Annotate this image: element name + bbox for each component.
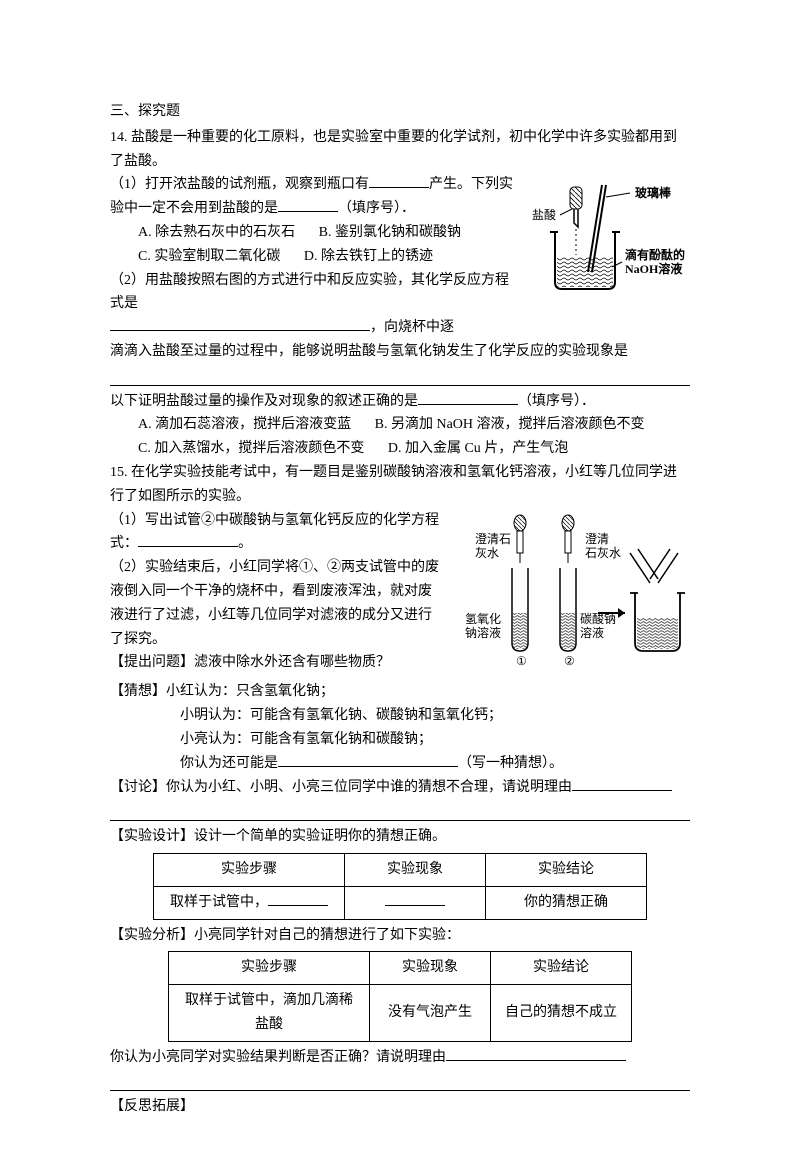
table-row: 实验步骤 实验现象 实验结论 <box>169 952 632 985</box>
analysis-table: 实验步骤 实验现象 实验结论 取样于试管中，滴加几滴稀盐酸 没有气泡产生 自己的… <box>168 951 632 1041</box>
table-row: 取样于试管中， 你的猜想正确 <box>154 886 647 919</box>
th-phen: 实验现象 <box>370 952 491 985</box>
blank <box>268 891 328 906</box>
q15-analysis-title: 【实验分析】小亮同学针对自己的猜想进行了如下实验： <box>110 924 690 948</box>
th-step: 实验步骤 <box>169 952 370 985</box>
guess-1: 小红认为：只含氢氧化钠； <box>166 684 334 699</box>
discuss-title: 【讨论】 <box>110 780 166 795</box>
text: （填序号）． <box>518 394 595 409</box>
blank <box>110 316 370 331</box>
guess-title: 【猜想】 <box>110 684 166 699</box>
question-14: 14. 盐酸是一种重要的化工原料，也是实验室中重要的化学试剂，初中化学中许多实验… <box>110 126 690 461</box>
text: 你认为小亮同学对实验结果判断是否正确？请说明理由 <box>110 1050 446 1065</box>
text: ，向烧杯中逐 <box>370 320 454 335</box>
guess-4a: 你认为还可能是 <box>180 756 278 771</box>
text: 取样于试管中， <box>170 895 268 910</box>
th-step: 实验步骤 <box>154 853 345 886</box>
blank-line <box>110 1074 690 1092</box>
dia-label-rod: 玻璃棒 <box>635 185 672 200</box>
blank-line <box>110 368 690 386</box>
dia-l3b: 钠溶液 <box>465 625 501 640</box>
q15-judge: 你认为小亮同学对实验结果判断是否正确？请说明理由 <box>110 1046 690 1070</box>
dia-label-phen: 滴有酚酞的 <box>625 247 685 262</box>
text: （1）打开浓盐酸的试剂瓶，观察到瓶口有 <box>110 177 369 192</box>
dia-n2: ② <box>564 654 575 668</box>
q15-discuss: 【讨论】你认为小红、小明、小亮三位同学中谁的猜想不合理，请说明理由 <box>110 776 690 800</box>
dia-l4b: 溶液 <box>580 625 604 640</box>
text: 以下证明盐酸过量的操作及对现象的叙述正确的是 <box>110 394 418 409</box>
guess-4b: （写一种猜想）。 <box>458 756 563 771</box>
q14-stem: 14. 盐酸是一种重要的化工原料，也是实验室中重要的化学试剂，初中化学中许多实验… <box>110 126 690 174</box>
q14-p4: 以下证明盐酸过量的操作及对现象的叙述正确的是 （填序号）． <box>110 390 690 414</box>
option-d: D. 除去铁钉上的锈迹 <box>304 245 433 269</box>
th-phen: 实验现象 <box>345 853 486 886</box>
blank <box>138 532 238 547</box>
design-table: 实验步骤 实验现象 实验结论 取样于试管中， 你的猜想正确 <box>153 853 647 920</box>
table-row: 实验步骤 实验现象 实验结论 <box>154 853 647 886</box>
td-step: 取样于试管中，滴加几滴稀盐酸 <box>169 985 370 1042</box>
blank <box>369 173 429 188</box>
blank <box>572 776 672 791</box>
blank-line <box>110 803 690 821</box>
td-phen <box>345 886 486 919</box>
guess-3: 小亮认为：可能含有氢氧化钠和碳酸钠； <box>180 732 432 747</box>
th-concl: 实验结论 <box>486 853 647 886</box>
question-15: 15. 在化学实验技能考试中，有一题目是鉴别碳酸钠溶液和氢氧化钙溶液，小红等几位… <box>110 461 690 1119</box>
td-concl: 自己的猜想不成立 <box>491 985 632 1042</box>
dia-n1: ① <box>516 654 527 668</box>
dia-label-acid: 盐酸 <box>532 207 556 222</box>
blank <box>446 1046 626 1061</box>
dia-label-naoh: NaOH溶液 <box>625 261 682 276</box>
option-b: B. 鉴别氯化钠和碳酸钠 <box>319 221 461 245</box>
blank <box>278 197 338 212</box>
dia-l1b: 灰水 <box>475 546 499 560</box>
q15-diagram: 澄清石 灰水 澄清 石灰水 氢氧化 钠溶液 碳酸钠 溶液 ① ② <box>450 513 690 677</box>
td-phen: 没有气泡产生 <box>370 985 491 1042</box>
text: （填序号）． <box>338 201 415 216</box>
q15-stem: 15. 在化学实验技能考试中，有一题目是鉴别碳酸钠溶液和氢氧化钙溶液，小红等几位… <box>110 461 690 509</box>
dia-l4a: 碳酸钠 <box>580 611 616 626</box>
guess-2: 小明认为：可能含有氢氧化钠、碳酸钠和氢氧化钙； <box>180 708 502 723</box>
blank <box>418 390 518 405</box>
text: 。 <box>238 536 252 551</box>
text: 你认为小红、小明、小亮三位同学中谁的猜想不合理，请说明理由 <box>166 780 572 795</box>
q15-reflect-title: 【反思拓展】 <box>110 1095 690 1119</box>
dia-l2b: 石灰水 <box>585 546 621 560</box>
dia-l3a: 氢氧化 <box>465 611 501 626</box>
q15-design-title: 【实验设计】设计一个简单的实验证明你的猜想正确。 <box>110 825 690 849</box>
q15-guesses: 【猜想】小红认为：只含氢氧化钠； 小明认为：可能含有氢氧化钠、碳酸钠和氢氧化钙；… <box>110 680 690 775</box>
text: 滴滴入盐酸至过量的过程中，能够说明盐酸与氢氧化钠发生了化学反应的实验现象是 <box>110 344 628 359</box>
q14-diagram: 盐酸 玻璃棒 滴有酚酞的 NaOH溶液 <box>530 177 690 306</box>
option-b: B. 另滴加 NaOH 溶液，搅拌后溶液颜色不变 <box>375 413 645 437</box>
dia-l1a: 澄清石 <box>475 531 511 546</box>
q14-p3: 滴滴入盐酸至过量的过程中，能够说明盐酸与氢氧化钠发生了化学反应的实验现象是 <box>110 340 690 364</box>
q14-p2b: ，向烧杯中逐 <box>110 316 690 340</box>
option-c: C. 加入蒸馏水，搅拌后溶液颜色不变 <box>138 437 364 461</box>
table-row: 取样于试管中，滴加几滴稀盐酸 没有气泡产生 自己的猜想不成立 <box>169 985 632 1042</box>
text: （2）用盐酸按照右图的方式进行中和反应实验，其化学反应方程式是 <box>110 273 509 312</box>
td-concl: 你的猜想正确 <box>486 886 647 919</box>
blank <box>278 752 458 767</box>
th-concl: 实验结论 <box>491 952 632 985</box>
td-step: 取样于试管中， <box>154 886 345 919</box>
blank <box>385 891 445 906</box>
option-a: A. 滴加石蕊溶液，搅拌后溶液变蓝 <box>138 413 351 437</box>
q14-options-2: A. 滴加石蕊溶液，搅拌后溶液变蓝 B. 另滴加 NaOH 溶液，搅拌后溶液颜色… <box>110 413 690 461</box>
section-title: 三、探究题 <box>110 100 690 124</box>
dia-l2a: 澄清 <box>585 531 609 546</box>
option-a: A. 除去熟石灰中的石灰石 <box>138 221 295 245</box>
option-d: D. 加入金属 Cu 片，产生气泡 <box>388 437 568 461</box>
option-c: C. 实验室制取二氧化碳 <box>138 245 280 269</box>
